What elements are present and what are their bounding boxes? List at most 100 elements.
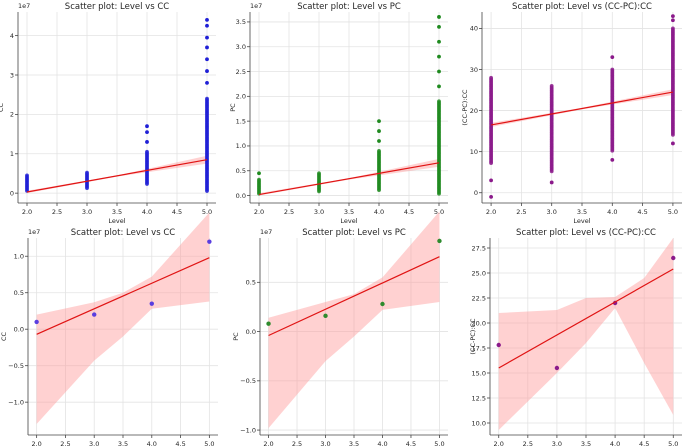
y-tick-label: 2 [10,111,14,119]
data-point [377,119,381,124]
data-point [437,69,441,74]
data-point [149,301,154,306]
data-point [671,132,675,137]
x-tick-label: 4.5 [406,440,416,448]
x-tick-label: 5.0 [204,440,214,448]
y-tick-label: −0.5 [240,377,256,385]
confidence-band [498,238,674,430]
data-point [323,313,328,319]
y-axis-label: (CC-PC):CC [461,89,469,126]
axis-offset-label: 1e7 [250,2,262,10]
regression-line [498,268,674,369]
data-point [549,180,554,185]
data-point [85,186,89,190]
y-tick-label: 3.5 [236,18,246,26]
confidence-band [268,211,440,429]
x-tick-label: 3.5 [118,440,128,448]
data-point [671,255,676,261]
x-tick-label: 5.0 [434,440,444,448]
data-point [437,54,441,59]
data-point [205,189,209,193]
data-point [437,24,441,29]
data-point [205,57,209,62]
x-tick-label: 3.5 [349,440,359,448]
y-tick-label: −0.5 [8,362,24,370]
x-tick-label: 5.0 [668,208,678,216]
data-point [92,312,97,317]
x-tick-label: 3.0 [89,440,99,448]
y-tick-label: 15.0 [472,369,486,377]
data-point [671,18,675,23]
y-tick-label: 10 [470,148,478,156]
y-tick-label: 3.0 [236,43,246,51]
y-tick-label: 27.5 [472,244,486,252]
x-tick-label: 4.0 [374,208,384,216]
confidence-band [36,212,210,425]
y-tick-label: 0.5 [14,289,24,297]
axis-offset-label: 1e7 [28,228,40,236]
x-tick-label: 2.5 [523,440,533,448]
chart-p1: 2.0 2.5 3.0 3.5 4.0 4.5 5.0 0 1 2 3 4 Scatter plot: … [0,2,216,225]
regression-line [26,159,208,193]
x-tick-label: 4.0 [142,208,152,216]
x-tick-label: 3.0 [82,208,92,216]
regression-line [36,257,210,335]
data-point [610,55,615,60]
x-axis-label: Level [573,217,590,225]
x-tick-label: 3.0 [320,440,330,448]
y-axis-label: PC [229,103,237,112]
data-point [489,178,493,183]
y-tick-label: 20.0 [472,319,486,327]
x-tick-label: 3.0 [314,208,324,216]
x-tick-label: 2.5 [60,440,70,448]
y-tick-label: 10.0 [472,419,486,427]
x-tick-label: 2.0 [254,208,264,216]
data-point [205,35,209,40]
data-point [437,191,441,196]
data-point [266,321,271,326]
x-tick-label: 4.5 [404,208,414,216]
data-point [205,17,209,22]
chart-title: Scatter plot: Level vs (CC-PC):CC [516,228,656,238]
data-point [145,140,149,144]
chart-p3: 2.0 2.5 3.0 3.5 4.0 4.5 5.0 0 10 20 30 40 Scatter pl… [461,2,682,225]
x-tick-label: 5.0 [202,208,212,216]
axis-offset-label: 1e7 [18,2,30,10]
x-tick-label: 3.0 [547,208,557,216]
y-tick-label: 1.5 [236,117,246,125]
x-tick-label: 3.5 [581,440,591,448]
x-tick-label: 4.5 [639,440,649,448]
y-tick-label: 2.5 [236,68,246,76]
regression-line [490,91,674,126]
data-point [317,189,321,194]
y-tick-label: 25.0 [472,269,486,277]
y-tick-label: 1 [10,150,14,158]
data-point [205,23,209,28]
data-point [34,319,39,325]
y-tick-label: 22.5 [472,294,486,302]
x-tick-label: 2.5 [292,440,302,448]
x-tick-label: 3.5 [112,208,122,216]
x-tick-label: 4.5 [172,208,182,216]
x-tick-label: 2.0 [486,208,496,216]
data-point [496,342,501,348]
x-tick-label: 2.0 [22,208,32,216]
y-tick-label: 0.5 [236,167,246,175]
chart-p4: 2.0 2.5 3.0 3.5 4.0 4.5 5.0 −1.0 −0.5 0.0 0.5 1.0 Sc… [0,212,218,448]
data-point [257,191,261,196]
x-tick-label: 3.0 [552,440,562,448]
data-point [437,238,442,244]
data-point [145,130,149,135]
x-tick-label: 3.5 [577,208,587,216]
y-tick-label: 20 [470,107,478,115]
chart-title: Scatter plot: Level vs CC [65,2,169,12]
data-point [145,182,149,186]
y-tick-label: 1.0 [236,142,246,150]
data-point [610,148,615,153]
chart-title: Scatter plot: Level vs PC [302,228,406,238]
x-tick-label: 4.0 [607,208,617,216]
x-tick-label: 4.5 [175,440,185,448]
chart-title: Scatter plot: Level vs PC [297,2,401,12]
chart-title: Scatter plot: Level vs CC [71,228,175,238]
x-tick-label: 5.0 [434,208,444,216]
